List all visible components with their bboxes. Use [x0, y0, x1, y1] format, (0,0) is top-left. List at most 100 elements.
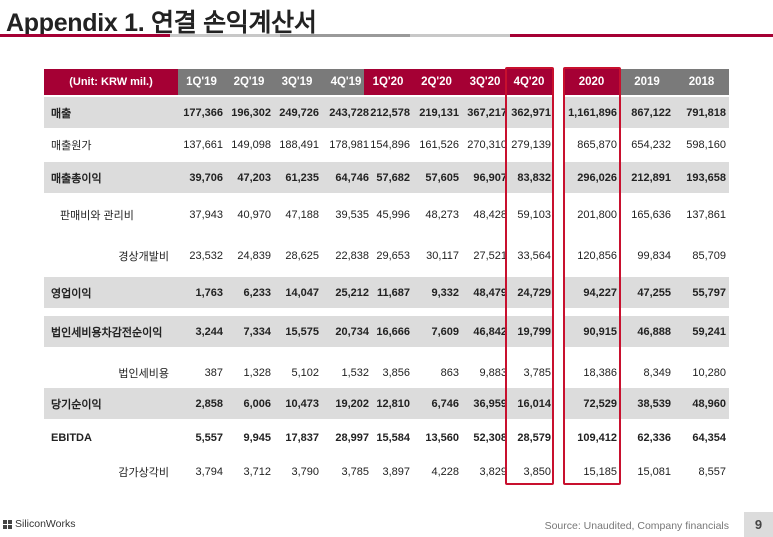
table-cell: 387 — [204, 366, 223, 379]
table-cell: 243,728 — [329, 106, 369, 119]
table-cell: 23,532 — [189, 249, 223, 262]
table-cell: 64,746 — [335, 171, 369, 184]
table-cell: 120,856 — [577, 249, 617, 262]
table-cell: 85,709 — [692, 249, 726, 262]
table-cell: 161,526 — [419, 138, 459, 151]
table-cell: 17,837 — [285, 431, 319, 444]
header-year: 2018 — [674, 69, 729, 95]
table-cell: 36,959 — [473, 397, 507, 410]
table-cell: 46,888 — [637, 325, 671, 338]
page-number: 9 — [744, 512, 773, 537]
table-cell: 39,706 — [189, 171, 223, 184]
table-cell: 3,244 — [195, 325, 223, 338]
table-cell: 6,233 — [243, 286, 271, 299]
row-shade — [563, 97, 729, 128]
table-cell: 18,386 — [583, 366, 617, 379]
table-cell: 5,102 — [291, 366, 319, 379]
table-cell: 46,842 — [473, 325, 507, 338]
row-label: 감가상각비 — [118, 466, 169, 479]
table-cell: 48,428 — [473, 208, 507, 221]
table-cell: 219,131 — [419, 106, 459, 119]
header-quarter: 1Q'20 — [364, 69, 412, 95]
table-cell: 33,564 — [517, 249, 551, 262]
table-cell: 12,810 — [376, 397, 410, 410]
table-cell: 52,308 — [473, 431, 507, 444]
table-cell: 296,026 — [577, 171, 617, 184]
row-label: EBITDA — [51, 431, 92, 444]
table-cell: 61,235 — [285, 171, 319, 184]
table-cell: 48,273 — [425, 208, 459, 221]
table-cell: 598,160 — [686, 138, 726, 151]
table-cell: 3,850 — [523, 465, 551, 478]
table-cell: 57,605 — [425, 171, 459, 184]
table-cell: 3,790 — [291, 465, 319, 478]
table-cell: 83,832 — [517, 171, 551, 184]
table-cell: 57,682 — [376, 171, 410, 184]
table-cell: 14,047 — [285, 286, 319, 299]
row-shade — [44, 97, 553, 128]
table-cell: 6,006 — [243, 397, 271, 410]
table-cell: 47,188 — [285, 208, 319, 221]
table-cell: 212,578 — [370, 106, 410, 119]
table-cell: 1,532 — [341, 366, 369, 379]
table-cell: 29,653 — [376, 249, 410, 262]
header-unit: (Unit: KRW mil.) — [44, 69, 178, 95]
table-cell: 15,575 — [285, 325, 319, 338]
row-shade — [44, 388, 553, 419]
table-cell: 3,785 — [341, 465, 369, 478]
row-label: 법인세비용 — [118, 367, 169, 380]
table-cell: 362,971 — [511, 106, 551, 119]
row-shade — [44, 316, 553, 347]
table-cell: 64,354 — [692, 431, 726, 444]
table-cell: 48,479 — [473, 286, 507, 299]
table-cell: 154,896 — [370, 138, 410, 151]
table-cell: 19,202 — [335, 397, 369, 410]
table-cell: 1,328 — [243, 366, 271, 379]
table-cell: 8,557 — [698, 465, 726, 478]
table-cell: 59,241 — [692, 325, 726, 338]
table-cell: 212,891 — [631, 171, 671, 184]
highlight-4q20-column — [505, 67, 554, 485]
table-cell: 24,729 — [517, 286, 551, 299]
table-cell: 62,336 — [637, 431, 671, 444]
table-cell: 59,103 — [517, 208, 551, 221]
table-cell: 1,763 — [195, 286, 223, 299]
table-cell: 11,687 — [376, 286, 410, 299]
table-cell: 188,491 — [279, 138, 319, 151]
table-cell: 47,255 — [637, 286, 671, 299]
header-quarter: 2Q'20 — [412, 69, 461, 95]
row-shade — [563, 162, 729, 193]
table-cell: 654,232 — [631, 138, 671, 151]
table-cell: 28,625 — [285, 249, 319, 262]
table-cell: 19,799 — [517, 325, 551, 338]
table-cell: 15,584 — [376, 431, 410, 444]
logo-text: SiliconWorks — [15, 518, 76, 530]
table-cell: 109,412 — [577, 431, 617, 444]
table-cell: 3,897 — [382, 465, 410, 478]
table-cell: 15,185 — [583, 465, 617, 478]
table-cell: 99,834 — [637, 249, 671, 262]
table-cell: 90,915 — [583, 325, 617, 338]
row-shade — [563, 388, 729, 419]
table-cell: 249,726 — [279, 106, 319, 119]
table-cell: 94,227 — [583, 286, 617, 299]
table-cell: 9,945 — [243, 431, 271, 444]
table-cell: 865,870 — [577, 138, 617, 151]
source-note: Source: Unaudited, Company financials — [544, 520, 729, 532]
table-cell: 16,014 — [517, 397, 551, 410]
table-cell: 24,839 — [237, 249, 271, 262]
table-cell: 1,161,896 — [568, 106, 617, 119]
table-cell: 96,907 — [473, 171, 507, 184]
table-cell: 367,217 — [467, 106, 507, 119]
title-underline — [0, 34, 773, 37]
table-cell: 30,117 — [426, 249, 459, 262]
table-cell: 7,334 — [243, 325, 271, 338]
header-quarter: 3Q'20 — [461, 69, 509, 95]
table-cell: 28,997 — [335, 431, 369, 444]
table-cell: 3,712 — [243, 465, 271, 478]
row-label: 매출 — [51, 107, 72, 120]
header-quarter: 1Q'19 — [178, 69, 225, 95]
table-cell: 15,081 — [637, 465, 671, 478]
row-label: 매출총이익 — [51, 172, 102, 185]
table-cell: 38,539 — [637, 397, 671, 410]
